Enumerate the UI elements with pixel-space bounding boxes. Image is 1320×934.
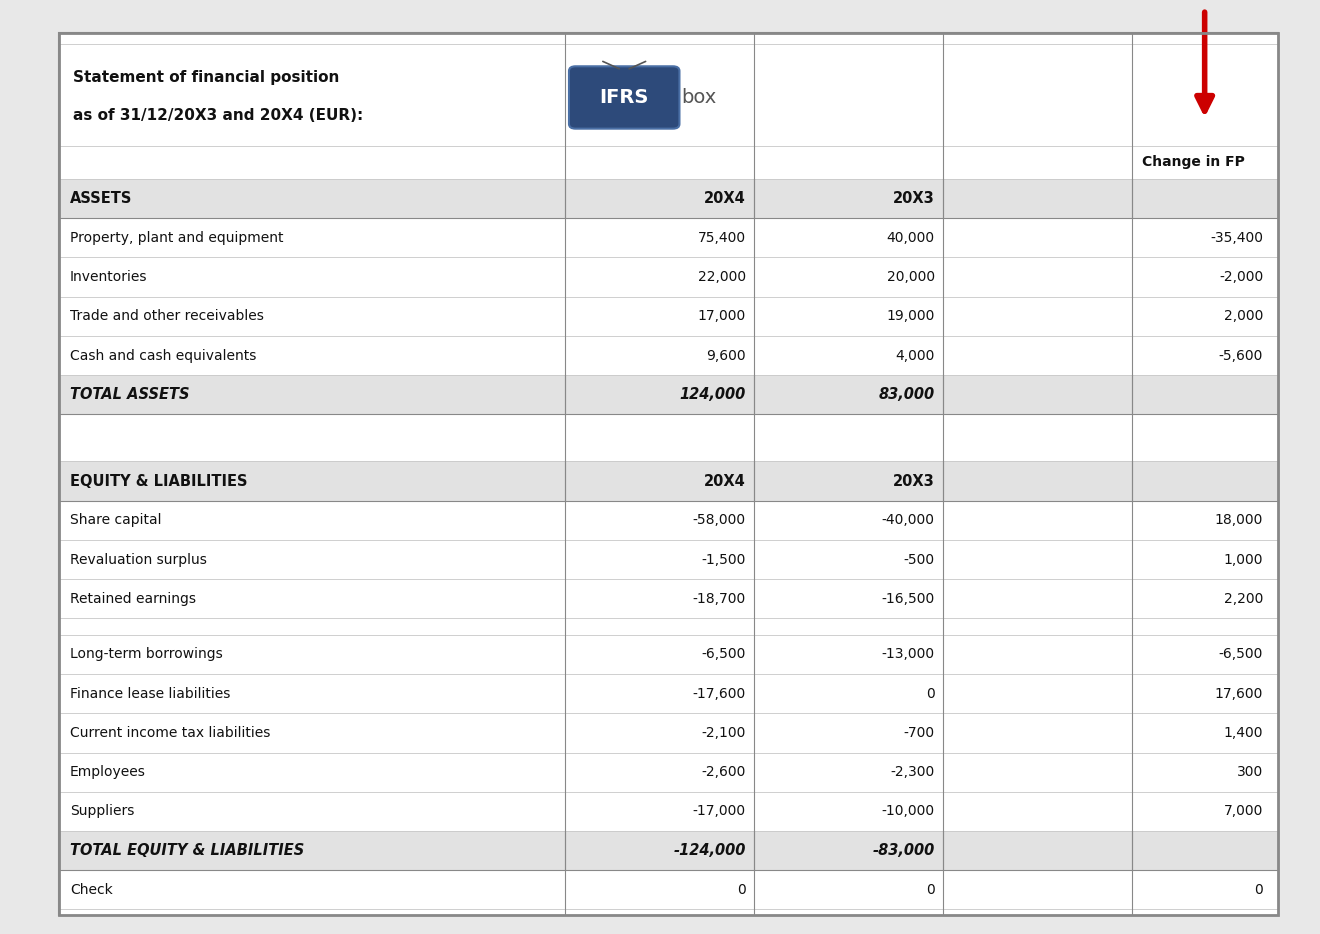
Text: box: box [681, 88, 715, 107]
Text: EQUITY & LIABILITIES: EQUITY & LIABILITIES [70, 474, 247, 488]
Text: as of 31/12/20X3 and 20X4 (EUR):: as of 31/12/20X3 and 20X4 (EUR): [73, 107, 363, 122]
Text: 20X3: 20X3 [894, 191, 935, 206]
Bar [59, 33, 1278, 44]
Text: -2,300: -2,300 [891, 765, 935, 779]
Text: 0: 0 [737, 883, 746, 897]
Bar [59, 870, 1278, 910]
Text: -6,500: -6,500 [701, 647, 746, 661]
Text: -18,700: -18,700 [693, 592, 746, 606]
Bar [59, 635, 1278, 674]
Text: 17,600: 17,600 [1214, 686, 1263, 700]
Text: 300: 300 [1237, 765, 1263, 779]
Text: Suppliers: Suppliers [70, 804, 135, 818]
Bar [59, 461, 1278, 501]
Bar [59, 179, 1278, 219]
Text: -6,500: -6,500 [1218, 647, 1263, 661]
Text: Share capital: Share capital [70, 514, 161, 528]
Text: 2,200: 2,200 [1224, 592, 1263, 606]
Text: -17,600: -17,600 [693, 686, 746, 700]
Text: 17,000: 17,000 [698, 309, 746, 323]
Bar [59, 336, 1278, 375]
Text: -10,000: -10,000 [882, 804, 935, 818]
Text: Property, plant and equipment: Property, plant and equipment [70, 231, 284, 245]
Text: Cash and cash equivalents: Cash and cash equivalents [70, 348, 256, 362]
FancyBboxPatch shape [569, 66, 680, 129]
Text: Check: Check [70, 883, 112, 897]
Text: 0: 0 [1254, 883, 1263, 897]
Bar [59, 792, 1278, 831]
Text: 83,000: 83,000 [879, 388, 935, 403]
Text: 19,000: 19,000 [887, 309, 935, 323]
Text: 9,600: 9,600 [706, 348, 746, 362]
Text: -58,000: -58,000 [693, 514, 746, 528]
Text: -5,600: -5,600 [1218, 348, 1263, 362]
Text: -35,400: -35,400 [1210, 231, 1263, 245]
Bar [59, 219, 1278, 258]
Text: Retained earnings: Retained earnings [70, 592, 195, 606]
Text: 0: 0 [927, 883, 935, 897]
Bar [59, 501, 1278, 540]
Text: Change in FP: Change in FP [1142, 155, 1245, 169]
Text: -83,000: -83,000 [873, 843, 935, 858]
Bar [59, 674, 1278, 714]
Bar [59, 540, 1278, 579]
Text: IFRS: IFRS [599, 88, 649, 107]
Text: 18,000: 18,000 [1214, 514, 1263, 528]
Text: 20X3: 20X3 [894, 474, 935, 488]
Text: 2,000: 2,000 [1224, 309, 1263, 323]
Text: -700: -700 [904, 726, 935, 740]
Text: 75,400: 75,400 [698, 231, 746, 245]
Bar [59, 44, 1278, 146]
Text: 20X4: 20X4 [704, 474, 746, 488]
Text: Statement of financial position: Statement of financial position [73, 70, 339, 85]
Text: Revaluation surplus: Revaluation surplus [70, 553, 207, 567]
Text: 20,000: 20,000 [887, 270, 935, 284]
Bar [59, 831, 1278, 870]
Text: -16,500: -16,500 [882, 592, 935, 606]
Text: Long-term borrowings: Long-term borrowings [70, 647, 223, 661]
Text: 1,400: 1,400 [1224, 726, 1263, 740]
Text: -2,000: -2,000 [1218, 270, 1263, 284]
Bar [59, 297, 1278, 336]
Text: -13,000: -13,000 [882, 647, 935, 661]
Text: 1,000: 1,000 [1224, 553, 1263, 567]
Text: -2,600: -2,600 [701, 765, 746, 779]
Bar [59, 910, 1278, 915]
Text: 124,000: 124,000 [680, 388, 746, 403]
Text: Current income tax liabilities: Current income tax liabilities [70, 726, 271, 740]
Bar [59, 714, 1278, 753]
Text: -124,000: -124,000 [673, 843, 746, 858]
Bar [59, 258, 1278, 297]
Text: Finance lease liabilities: Finance lease liabilities [70, 686, 230, 700]
Text: 20X4: 20X4 [704, 191, 746, 206]
Bar [59, 579, 1278, 618]
Text: 7,000: 7,000 [1224, 804, 1263, 818]
Text: TOTAL EQUITY & LIABILITIES: TOTAL EQUITY & LIABILITIES [70, 843, 304, 858]
Text: 4,000: 4,000 [895, 348, 935, 362]
Text: -1,500: -1,500 [701, 553, 746, 567]
Text: -500: -500 [904, 553, 935, 567]
Bar [59, 753, 1278, 792]
Bar [59, 618, 1278, 635]
Text: -2,100: -2,100 [701, 726, 746, 740]
Bar [59, 146, 1278, 179]
Text: 22,000: 22,000 [698, 270, 746, 284]
Text: 40,000: 40,000 [887, 231, 935, 245]
Text: ASSETS: ASSETS [70, 191, 132, 206]
Text: 0: 0 [927, 686, 935, 700]
Text: -17,000: -17,000 [693, 804, 746, 818]
Bar [59, 415, 1278, 461]
Text: Inventories: Inventories [70, 270, 148, 284]
Text: -40,000: -40,000 [882, 514, 935, 528]
Text: TOTAL ASSETS: TOTAL ASSETS [70, 388, 190, 403]
Bar [59, 375, 1278, 415]
Text: Employees: Employees [70, 765, 145, 779]
Text: Trade and other receivables: Trade and other receivables [70, 309, 264, 323]
